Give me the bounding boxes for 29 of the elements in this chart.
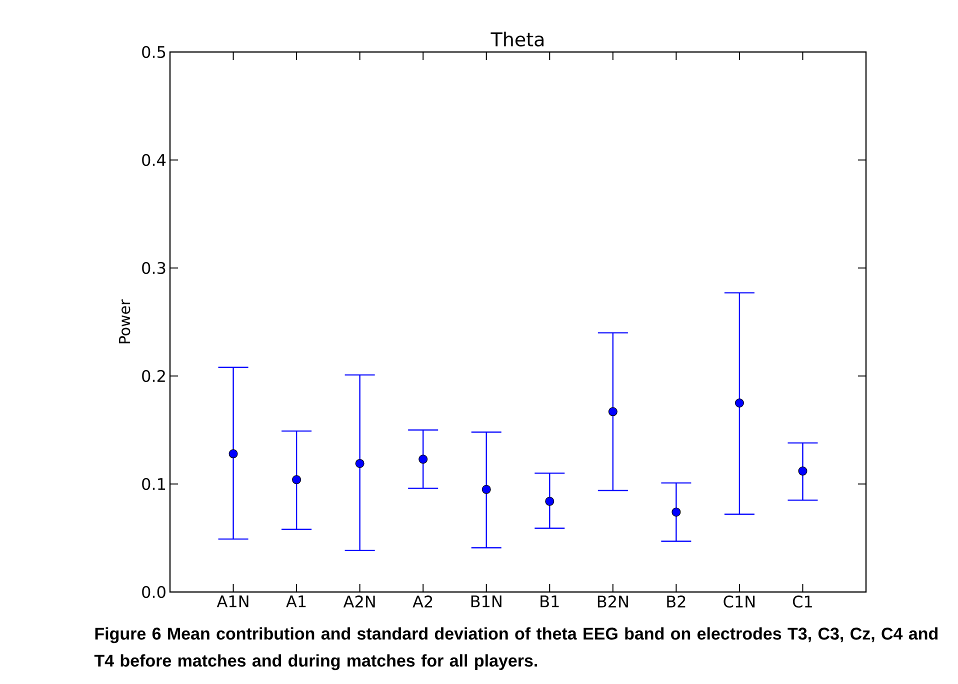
point	[545, 496, 554, 506]
x-tick-label: A1N	[216, 596, 248, 608]
point	[228, 449, 238, 458]
x-tick-label: C1	[792, 596, 812, 608]
point	[292, 475, 302, 484]
y-tick-label: 0.5	[142, 46, 166, 58]
point	[608, 407, 618, 416]
y-tick-label: 0.1	[142, 478, 166, 490]
point	[672, 508, 681, 517]
y-axis-title: Power	[119, 299, 130, 344]
point	[482, 484, 491, 494]
x-tick-label: A1	[286, 596, 306, 608]
point	[734, 398, 744, 408]
point	[798, 466, 808, 476]
x-tick-label: A2	[412, 596, 432, 608]
point	[418, 454, 428, 464]
chart-title: Theta	[490, 32, 544, 46]
y-tick-label: 0.4	[142, 154, 166, 166]
y-tick-label: 0.3	[142, 262, 166, 274]
x-tick-label: B1	[540, 596, 559, 608]
x-tick-label: B2	[667, 596, 686, 608]
caption: Figure 6 Mean contribution and standard deviation of theta EEG band on electrodes T3, C3, Cz, C4 and T4 before matches and during matches for all players.	[94, 627, 938, 670]
y-tick-label: 0.0	[142, 586, 166, 598]
y-tick-label: 0.2	[142, 370, 165, 382]
point	[355, 458, 364, 468]
x-tick-label: C1N	[724, 596, 755, 608]
x-tick-label: A2N	[343, 596, 375, 608]
x-tick-label: B1N	[471, 596, 502, 608]
x-tick-label: B2N	[598, 596, 628, 608]
